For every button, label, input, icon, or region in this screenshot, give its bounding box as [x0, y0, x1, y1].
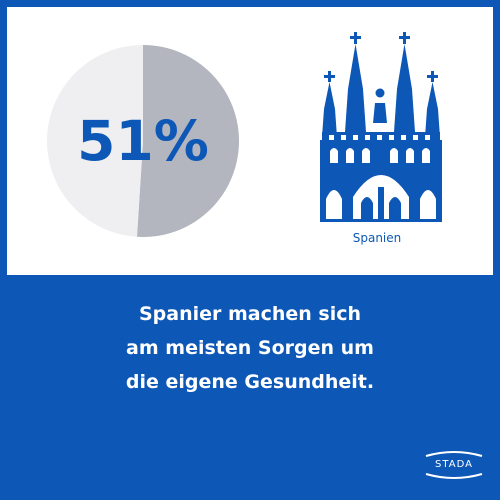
- headline-line-2: am meisten Sorgen um: [126, 337, 374, 359]
- stada-logo: STADA: [422, 447, 486, 483]
- logo-swoosh-icon: [425, 451, 483, 479]
- pie-slice-spanien: [136, 45, 239, 237]
- percentage-label: 51%: [77, 109, 209, 173]
- headline-line-3: die eigene Gesundheit.: [125, 371, 375, 393]
- headline-line-1: Spanier machen sich: [138, 303, 362, 325]
- logo-text: STADA: [435, 459, 473, 470]
- pie-slice-other: [47, 45, 143, 237]
- pie-chart: [47, 45, 239, 237]
- info-panel: 51%: [7, 7, 493, 275]
- country-label: Spanien: [352, 231, 402, 245]
- headline-text: Spanier machen sich am meisten Sorgen um…: [0, 297, 500, 399]
- sagrada-familia-icon: [320, 32, 442, 222]
